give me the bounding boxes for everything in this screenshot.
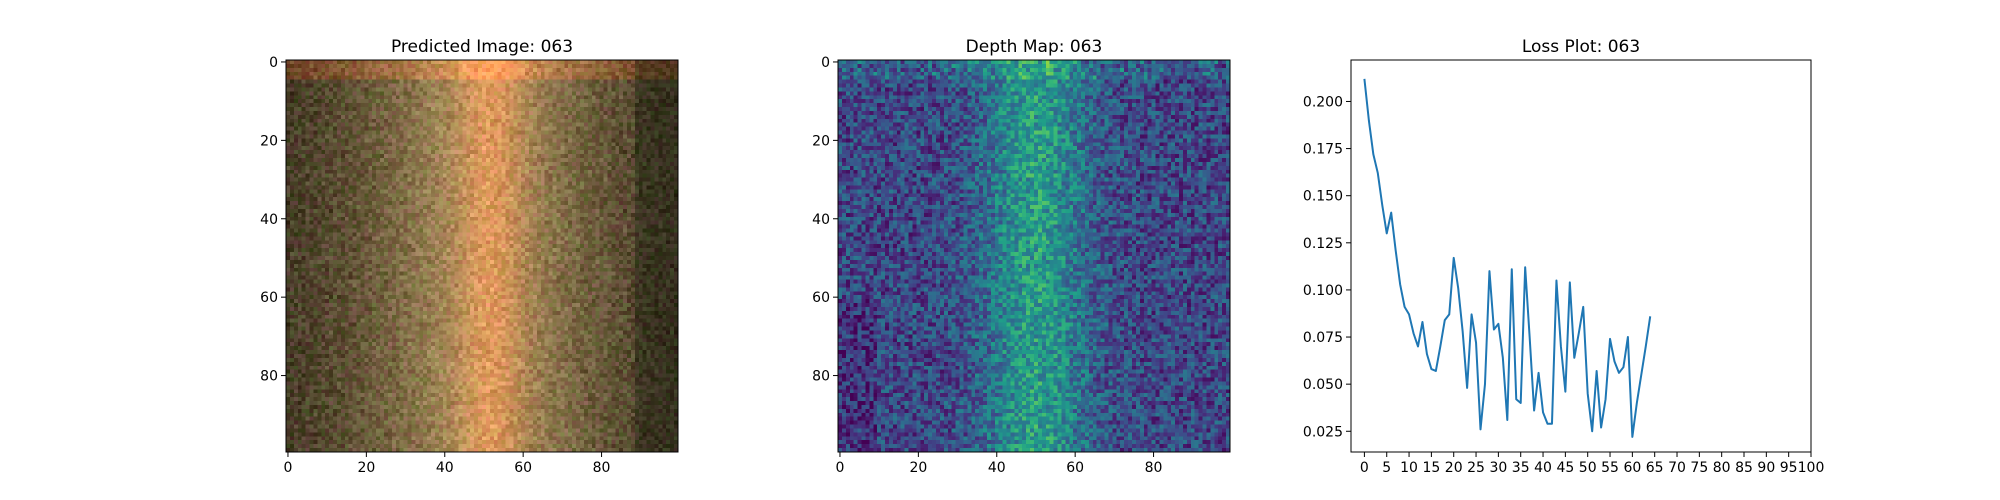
loss-plot-panel: Loss Plot: 063 0 5 10 15 20 25 30 35 40 45 50 55 60 6… [1303, 37, 1824, 476]
x-tick-label: 10 [1400, 460, 1418, 476]
x-tick-label: 85 [1735, 460, 1753, 476]
y-tick-label: 40 [260, 212, 278, 228]
x-tick-label: 20 [909, 460, 927, 476]
x-tick-label: 70 [1668, 460, 1686, 476]
depth-map-title: Depth Map: 063 [966, 37, 1103, 57]
y-tick-label: 40 [812, 212, 830, 228]
predicted-image-axes: 0 0 20 20 40 40 60 60 80 80 [260, 55, 610, 476]
y-tick-label: 20 [260, 133, 278, 149]
x-tick-label: 0 [835, 460, 844, 476]
y-tick-label: 60 [260, 290, 278, 306]
y-tick-label: 20 [812, 133, 830, 149]
loss-series-line [1363, 78, 1652, 438]
predicted-image-frame [285, 59, 679, 453]
predicted-image-panel: Predicted Image: 063 0 0 20 20 40 40 60 60 80 80 [260, 37, 679, 476]
x-tick-label: 80 [1145, 460, 1163, 476]
y-tick-label: 0.025 [1303, 424, 1343, 440]
x-tick-label: 40 [436, 460, 454, 476]
loss-plot-frame [1350, 59, 1812, 453]
x-tick-label: 75 [1690, 460, 1708, 476]
x-tick-label: 100 [1798, 460, 1825, 476]
x-tick-label: 30 [1489, 460, 1507, 476]
x-tick-label: 40 [1534, 460, 1552, 476]
x-tick-label: 50 [1579, 460, 1597, 476]
y-tick-label: 0.050 [1303, 377, 1343, 393]
x-tick-label: 60 [1623, 460, 1641, 476]
depth-map-axes: 0 0 20 20 40 40 60 60 80 80 [812, 55, 1162, 476]
x-tick-label: 15 [1422, 460, 1440, 476]
x-tick-label: 80 [593, 460, 611, 476]
y-tick-label: 0.200 [1303, 94, 1343, 110]
x-tick-label: 35 [1512, 460, 1530, 476]
y-tick-label: 0.075 [1303, 330, 1343, 346]
y-tick-label: 0.150 [1303, 189, 1343, 205]
x-tick-label: 40 [988, 460, 1006, 476]
heatmap-image [286, 60, 678, 452]
x-tick-label: 90 [1757, 460, 1775, 476]
loss-plot-title: Loss Plot: 063 [1522, 37, 1640, 57]
loss-plot-area [1363, 78, 1652, 438]
x-tick-label: 55 [1601, 460, 1619, 476]
predicted-image-heatmap [286, 60, 678, 452]
x-tick-label: 65 [1646, 460, 1664, 476]
y-tick-label: 80 [812, 369, 830, 385]
y-tick-label: 0.125 [1303, 236, 1343, 252]
y-tick-label: 0 [821, 55, 830, 71]
x-tick-label: 20 [357, 460, 375, 476]
y-tick-label: 0.175 [1303, 142, 1343, 158]
heatmap-image [838, 60, 1230, 452]
x-tick-label: 5 [1382, 460, 1391, 476]
loss-plot-axes: 0 5 10 15 20 25 30 35 40 45 50 55 60 65 70 75 80 85 90 95 10… [1303, 94, 1824, 476]
x-tick-label: 60 [1066, 460, 1084, 476]
x-tick-label: 95 [1780, 460, 1798, 476]
depth-map-heatmap [838, 60, 1230, 452]
x-tick-label: 60 [514, 460, 532, 476]
x-tick-label: 80 [1713, 460, 1731, 476]
y-tick-label: 0 [269, 55, 278, 71]
x-tick-label: 25 [1467, 460, 1485, 476]
predicted-image-title: Predicted Image: 063 [391, 37, 573, 57]
y-tick-label: 0.100 [1303, 283, 1343, 299]
x-tick-label: 20 [1445, 460, 1463, 476]
x-tick-label: 0 [1360, 460, 1369, 476]
depth-map-frame [837, 59, 1231, 453]
y-tick-label: 60 [812, 290, 830, 306]
x-tick-label: 45 [1556, 460, 1574, 476]
y-tick-label: 80 [260, 369, 278, 385]
depth-map-panel: Depth Map: 063 0 0 20 20 40 40 60 60 80 80 [812, 37, 1231, 476]
x-tick-label: 0 [283, 460, 292, 476]
